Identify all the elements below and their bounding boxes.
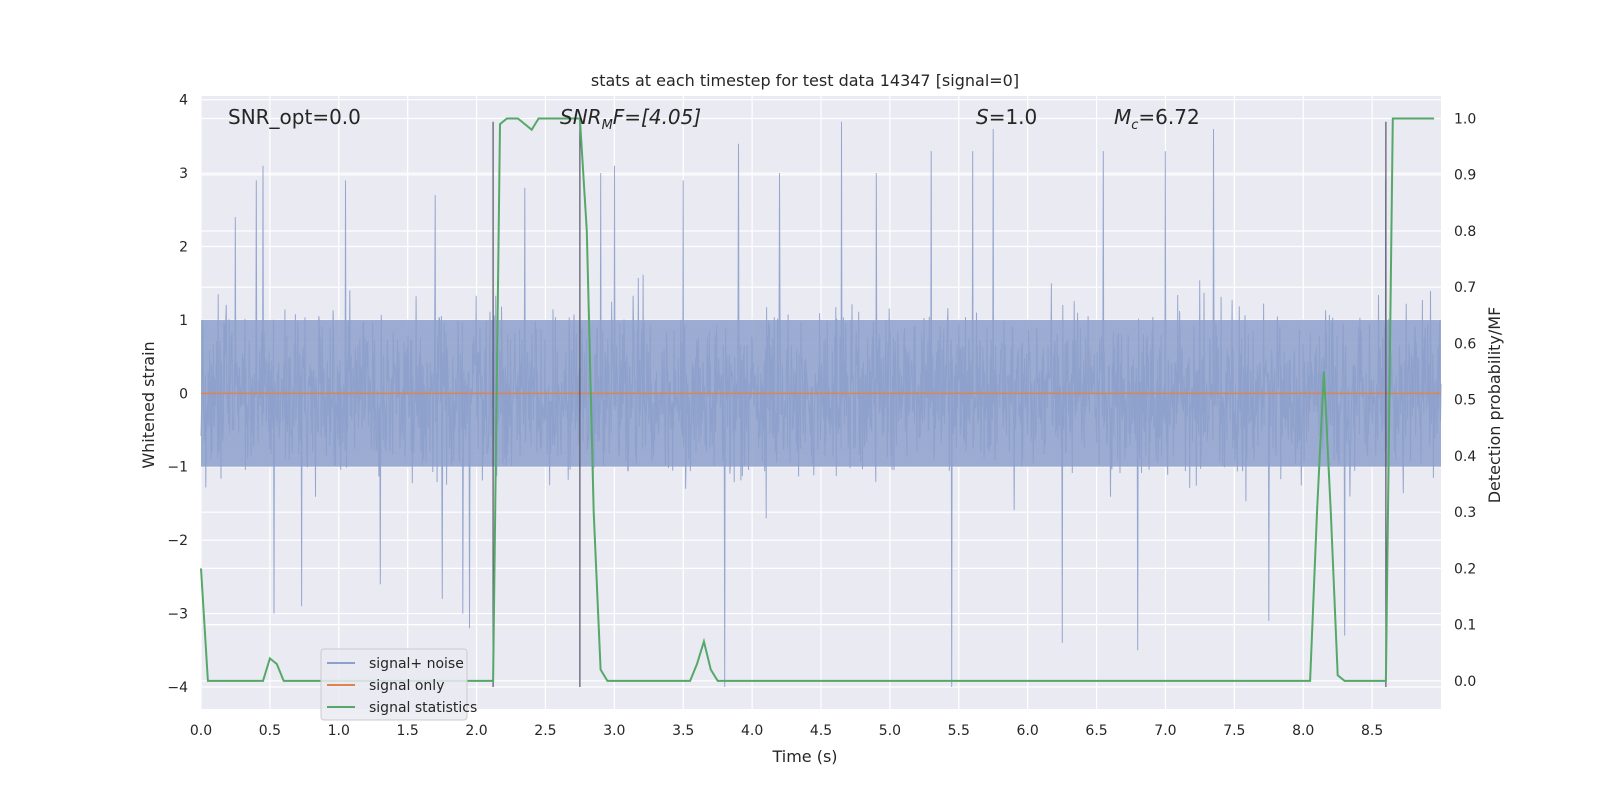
legend: signal+ noise signal only signal statist… (320, 648, 477, 721)
x-tick-label: 7.5 (1223, 723, 1245, 739)
y2-tick-label: 0.8 (1454, 224, 1476, 240)
y-tick-label: 3 (179, 166, 188, 182)
x-tick-label: 8.5 (1361, 723, 1383, 739)
y2-tick-label: 0.7 (1454, 280, 1476, 296)
x-axis-label: Time (s) (771, 747, 837, 766)
x-tick-label: 3.0 (603, 723, 625, 739)
x-tick-label: 4.0 (741, 723, 763, 739)
x-tick-label: 0.5 (259, 723, 281, 739)
y-tick-label: −3 (167, 607, 188, 623)
annotation-mc-sub: c (1131, 118, 1138, 133)
y-axis-label: Whitened strain (139, 341, 158, 468)
y2-tick-label: 0.0 (1454, 674, 1476, 690)
noise-trace (200, 121, 1442, 688)
y-axis-ticks: −4 −3 −2 −1 0 1 2 3 4 (167, 93, 188, 696)
legend-label-signal-only: signal only (369, 678, 444, 694)
annotation-s-italic: S (976, 105, 989, 129)
y2-axis-label: Detection probability/MF (1485, 307, 1504, 504)
y2-tick-label: 0.3 (1454, 505, 1476, 521)
x-tick-label: 6.5 (1085, 723, 1107, 739)
x-tick-label: 4.5 (810, 723, 832, 739)
annotation-snr-opt: SNR_opt=0.0 (228, 105, 361, 129)
x-tick-label: 7.0 (1154, 723, 1176, 739)
legend-box (320, 648, 468, 721)
x-tick-label: 6.0 (1017, 723, 1039, 739)
x-tick-label: 0.0 (190, 723, 212, 739)
y2-tick-label: 0.4 (1454, 449, 1476, 465)
annotation-s: S=1.0 (976, 105, 1037, 129)
annotation-snr-mf-sub: M (602, 118, 613, 133)
x-axis-ticks: 0.0 0.5 1.0 1.5 2.0 2.5 3.0 3.5 4.0 4.5 5.0 5.5 6.0 6… (190, 723, 1383, 739)
x-tick-label: 1.0 (328, 723, 350, 739)
y2-tick-label: 0.5 (1454, 393, 1476, 409)
annotation-mc-tail: =6.72 (1138, 105, 1199, 129)
y2-tick-label: 0.1 (1454, 618, 1476, 634)
legend-label-signal-statistics: signal statistics (369, 700, 477, 716)
y-tick-label: 0 (179, 386, 188, 402)
x-tick-label: 3.5 (672, 723, 694, 739)
annotation-s-tail: =1.0 (989, 105, 1038, 129)
y-tick-label: −1 (167, 460, 188, 476)
y-tick-label: 1 (179, 313, 188, 329)
annotation-snr-mf: SNRMF=[4.05] (560, 105, 701, 133)
chart-title: stats at each timestep for test data 143… (591, 71, 1019, 90)
vertical-markers (492, 121, 1387, 687)
x-tick-label: 5.5 (948, 723, 970, 739)
y2-tick-label: 1.0 (1454, 111, 1476, 127)
annotation-mc-italic: M (1114, 105, 1131, 129)
x-tick-label: 1.5 (397, 723, 419, 739)
y-tick-label: 4 (179, 93, 188, 109)
signal-statistics-series (200, 117, 1435, 682)
y-tick-label: −2 (167, 533, 188, 549)
annotation-snr-mf-tail: F=[4.05] (613, 105, 701, 129)
y2-axis-ticks: 0.0 0.1 0.2 0.3 0.4 0.5 0.6 0.7 0.8 0.9 1.0 (1454, 111, 1476, 689)
x-tick-label: 2.5 (534, 723, 556, 739)
annotation-snr-mf-italic: SNR (560, 105, 602, 129)
y2-tick-label: 0.2 (1454, 561, 1476, 577)
x-tick-label: 2.0 (465, 723, 487, 739)
y2-tick-label: 0.6 (1454, 336, 1476, 352)
x-tick-label: 8.0 (1292, 723, 1314, 739)
y-tick-label: 2 (179, 239, 188, 255)
x-tick-label: 5.0 (879, 723, 901, 739)
y-tick-label: −4 (167, 680, 188, 696)
y2-tick-label: 0.9 (1454, 168, 1476, 184)
annotation-mc: Mc=6.72 (1114, 105, 1200, 133)
legend-label-signal-noise: signal+ noise (369, 656, 464, 672)
signal-statistics-line (200, 117, 1435, 682)
